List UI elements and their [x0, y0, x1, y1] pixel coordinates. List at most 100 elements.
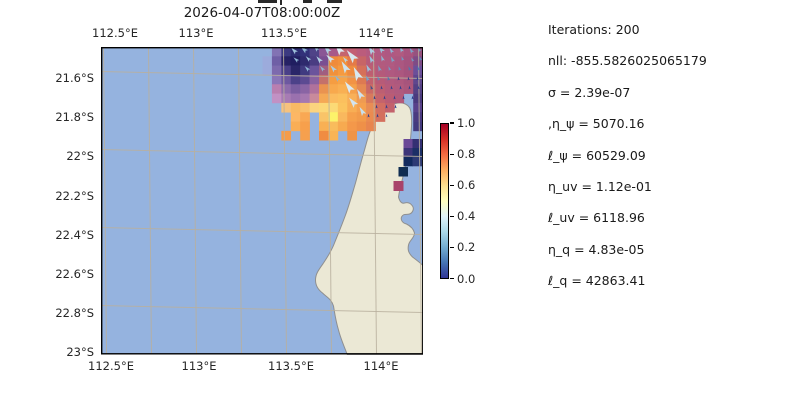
stat-line: σ = 2.39e-07 [548, 85, 631, 100]
quiver-arrow [369, 85, 373, 90]
quiver-arrow [385, 104, 388, 109]
heatmap-cell [403, 74, 414, 85]
heatmap-cell [346, 65, 357, 76]
x-tick-label-top: 113.5°E [261, 26, 307, 40]
heatmap-cell [403, 65, 414, 76]
heatmap-cell [318, 65, 329, 76]
stat-line: ℓ_q = 42863.41 [548, 273, 646, 288]
quiver-arrow [408, 85, 411, 90]
clipped-text-fragment [280, 0, 282, 5]
heatmap-cell [393, 65, 404, 76]
heatmap-cell [393, 56, 404, 66]
heatmap-cell [309, 47, 319, 57]
colorbar-tick [449, 122, 454, 124]
heatmap-cell [318, 121, 329, 132]
x-tick-label-bottom: 113.5°E [268, 359, 314, 373]
y-tick-label: 22°S [66, 149, 94, 163]
graticule-meridian [282, 47, 287, 355]
stat-line: ℓ_ψ = 60529.09 [548, 148, 646, 163]
heatmap-cell [271, 47, 282, 57]
heatmap-cell [309, 56, 319, 66]
quiver-arrow [380, 85, 383, 90]
heatmap-cell [346, 130, 357, 141]
heatmap-cell [337, 74, 348, 85]
heatmap-cell [327, 102, 338, 113]
colorbar-gradient [439, 123, 449, 279]
graticule-parallel [100, 305, 423, 313]
colorbar-tick-label: 0.2 [457, 240, 476, 255]
heatmap-cell [365, 74, 376, 85]
quiver-arrow [387, 76, 390, 81]
heatmap-cell [356, 56, 366, 66]
quiver-arrow [325, 54, 335, 64]
quiver-arrow [334, 47, 345, 56]
colorbar-tick [449, 277, 454, 280]
heatmap-cell [346, 93, 357, 104]
quiver-arrow [409, 47, 414, 54]
heatmap-cell [299, 112, 310, 122]
heatmap-cell [299, 130, 310, 141]
quiver-arrow [329, 65, 337, 73]
heatmap-cell [356, 93, 366, 104]
stat-line: nll: -855.5826025065179 [548, 53, 707, 68]
heatmap-cell [412, 102, 423, 113]
heatmap-cell [384, 84, 395, 94]
heatmap-cell [318, 112, 329, 122]
quiver-arrow [300, 47, 308, 54]
heatmap-cell [337, 102, 348, 113]
heatmap-cell [280, 74, 291, 85]
heatmap-cell [337, 112, 348, 122]
x-tick-label-bottom: 113°E [181, 359, 217, 373]
heatmap-cell [375, 93, 385, 104]
heatmap-cell [299, 93, 310, 104]
heatmap-cell [337, 47, 348, 57]
y-tick-label: 22.6°S [55, 267, 94, 281]
heatmap-cell [403, 157, 413, 167]
colorbar-tick [449, 215, 454, 217]
heatmap-cell [393, 84, 404, 94]
colorbar-tick [449, 153, 454, 155]
heatmap-cell [299, 102, 310, 113]
heatmap-cell [384, 102, 395, 113]
heatmap-cell [327, 121, 338, 132]
colorbar-tick [449, 246, 454, 248]
heatmap-cell [309, 84, 319, 94]
heatmap-cell [299, 56, 310, 66]
quiver-arrow [290, 47, 298, 55]
quiver-arrow [368, 55, 375, 64]
graticule-meridian [417, 47, 422, 355]
quiver-arrow [365, 64, 372, 73]
heatmap-cell [412, 84, 423, 94]
quiver-arrow [407, 76, 410, 81]
heatmap-cell [318, 102, 329, 113]
heatmap-cell [356, 112, 366, 122]
stat-line: ℓ_uv = 6118.96 [548, 210, 645, 225]
heatmap-cell [271, 93, 282, 104]
heatmap-cell [356, 74, 366, 85]
heatmap-cell [280, 65, 291, 76]
heatmap-cell [375, 102, 385, 113]
heatmap-cell [384, 56, 395, 66]
quiver-arrow [387, 66, 391, 71]
heatmap-cell [327, 56, 338, 66]
heatmap-cell [280, 47, 291, 57]
heatmap-cell [290, 56, 300, 66]
heatmap-cell [290, 102, 300, 113]
heatmap-cell [299, 65, 310, 76]
x-tick-label-top: 114°E [358, 26, 394, 40]
heatmap-cell [346, 112, 357, 122]
quiver-arrow [342, 56, 348, 63]
plot-title: 2026-04-07T08:00:00Z [183, 5, 341, 21]
quiver-arrow [376, 113, 379, 118]
colorbar-tick [449, 184, 454, 186]
y-tick-label: 22.2°S [55, 188, 94, 203]
heatmap-cell [346, 47, 357, 57]
heatmap-cell [346, 74, 357, 85]
graticule-meridian [192, 47, 197, 355]
quiver-arrow [400, 56, 404, 61]
heatmap-cell [337, 121, 348, 132]
quiver-arrow [377, 65, 382, 72]
quiver-arrow [418, 56, 422, 61]
heatmap-cell [365, 93, 376, 104]
heatmap-cell [337, 84, 348, 94]
